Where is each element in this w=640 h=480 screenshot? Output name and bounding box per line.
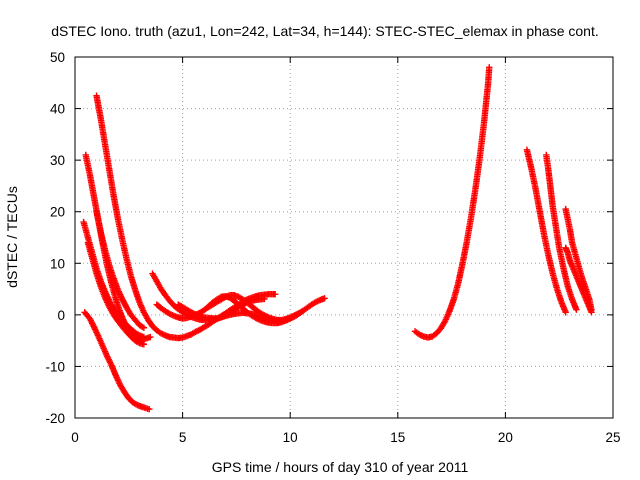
data-point: [140, 324, 148, 331]
data-point: [486, 64, 493, 71]
x-tick-label: 5: [179, 430, 187, 445]
plot-frame: [74, 56, 614, 419]
data-point: [140, 341, 148, 348]
data-point: [321, 295, 328, 302]
data-point: [573, 306, 580, 313]
series-0: [81, 309, 153, 413]
data-point: [147, 333, 154, 341]
x-tick-label: 20: [498, 430, 513, 445]
series-4: [93, 208, 148, 331]
x-tick-label: 10: [283, 430, 298, 445]
y-tick-label: 50: [50, 50, 65, 65]
data-point: [588, 309, 595, 316]
x-tick-label: 15: [390, 430, 405, 445]
y-tick-label: -20: [45, 411, 65, 426]
series-8: [175, 295, 328, 325]
data-point: [271, 291, 279, 298]
series-14: [562, 244, 595, 316]
x-tick-label: 25: [605, 430, 620, 445]
grid-lines: [75, 57, 613, 418]
series-10: [411, 64, 493, 341]
series-3: [84, 239, 148, 348]
series-12: [543, 151, 580, 313]
series-11: [523, 146, 569, 316]
data-point: [140, 333, 148, 341]
series-9: [205, 292, 307, 324]
x-tick-label: 0: [71, 430, 79, 445]
y-tick-label: 30: [50, 153, 65, 168]
data-point: [261, 295, 268, 303]
tick-labels: 0 5 10 15 20 25 -20 -10 0 10 20 30 40 50: [45, 50, 620, 445]
y-tick-label: -10: [45, 359, 65, 374]
y-tick-label: 10: [50, 256, 65, 271]
y-axis-label: dSTEC / TECUs: [4, 186, 20, 288]
y-tick-label: 20: [50, 205, 65, 220]
y-tick-label: 0: [57, 308, 65, 323]
y-tick-label: 40: [50, 102, 65, 117]
x-axis-label: GPS time / hours of day 310 of year 2011: [212, 459, 469, 475]
chart-title: dSTEC Iono. truth (azu1, Lon=242, Lat=34…: [51, 23, 598, 39]
data-points: [80, 64, 595, 413]
data-point: [146, 406, 153, 413]
axis-ticks: [74, 56, 614, 419]
data-point: [562, 309, 569, 316]
data-point: [299, 307, 307, 314]
